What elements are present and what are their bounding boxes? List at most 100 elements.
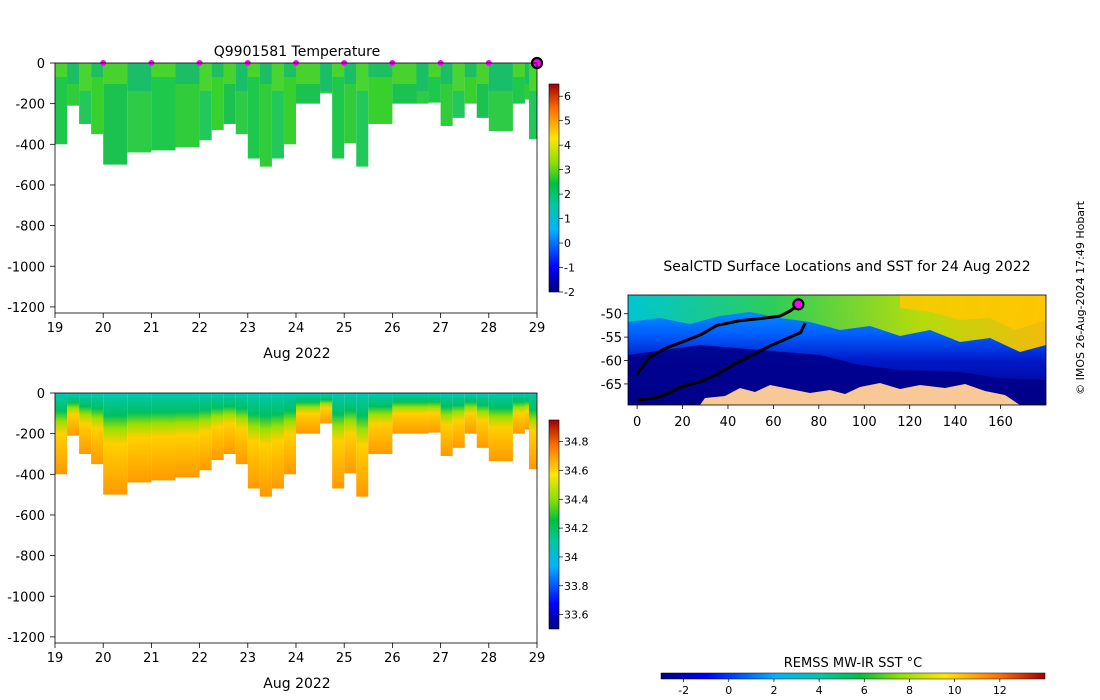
profile-surface-layer	[488, 63, 513, 91]
x-tick-label: 29	[529, 321, 546, 336]
salinity-profiles	[55, 393, 537, 497]
profile-surface-layer	[464, 63, 477, 77]
colorbar-tick-label: 34	[564, 551, 578, 564]
profile-bar	[464, 393, 477, 434]
colorbar-tick-label: 0	[564, 237, 571, 250]
x-tick-label: 29	[529, 651, 546, 666]
x-tick-label: 19	[47, 651, 64, 666]
profile-surface-layer	[368, 63, 393, 77]
profile-bar	[529, 63, 537, 140]
colorbar-tick-label: 1	[564, 213, 571, 226]
colorbar-tick-label: -1	[564, 262, 575, 275]
profile-bar	[91, 63, 104, 135]
seal-track-north	[635, 303, 800, 376]
map-y-tick-label: -55	[601, 331, 622, 346]
profile-bar	[211, 393, 224, 461]
map-x-tick-label: 40	[720, 415, 737, 430]
seal-tracks	[635, 298, 807, 402]
land-mask	[700, 383, 1020, 405]
colorbar-tick-label: 34.4	[564, 493, 589, 506]
profile-bar	[368, 393, 393, 454]
sst-colorbar-tick-label: 0	[725, 684, 732, 697]
temperature-panel: Q9901581 Temperature 19 20 21 22 23 24 25 26 27 2…	[7, 44, 575, 362]
profile-bar	[55, 63, 68, 145]
profile-surface-layer	[529, 63, 537, 91]
profile-bar	[332, 393, 345, 489]
x-tick-label: 20	[95, 651, 112, 666]
salinity-x-label: Aug 2022	[263, 676, 330, 692]
profile-surface-layer	[283, 63, 296, 77]
sst-field	[628, 295, 1046, 405]
y-tick-label: -1000	[7, 260, 45, 275]
profile-bar	[259, 63, 272, 167]
y-tick-label: -1200	[7, 301, 45, 316]
profile-surface-layer	[356, 63, 369, 91]
map-x-tick-label: 80	[811, 415, 828, 430]
profile-bar	[259, 393, 272, 497]
x-tick-label: 19	[47, 321, 64, 336]
x-tick-label: 22	[191, 651, 208, 666]
profile-bar	[67, 393, 80, 436]
colorbar-tick-label: 34.2	[564, 522, 589, 535]
salinity-panel: 19 20 21 22 23 24 25 26 27 28 29 0 -200 -400 -600 -800…	[7, 387, 588, 692]
profile-surface-layer	[271, 63, 284, 91]
y-tick-label: -800	[15, 220, 45, 235]
profile-bar	[428, 393, 441, 433]
y-tick-label: -600	[15, 179, 45, 194]
profile-surface-layer	[79, 63, 92, 91]
profile-bar	[416, 393, 429, 434]
colorbar-tick-label: 34.8	[564, 436, 589, 449]
colorbar-tick-label: 34.6	[564, 464, 589, 477]
map-x-tick-label: 60	[765, 415, 782, 430]
colorbar-tick-label: 5	[564, 115, 571, 128]
map-y-tick-label: -50	[601, 308, 622, 323]
map-y-tick-label: -60	[601, 355, 622, 370]
map-x-tick-label: 120	[897, 415, 922, 430]
salinity-colorbar-ticks: 34.8 34.6 34.4 34.2 34 33.8 33.6	[559, 436, 589, 622]
x-tick-label: 26	[384, 321, 401, 336]
temperature-colorbar	[548, 83, 560, 293]
profile-bar	[283, 63, 296, 145]
y-tick-label: -600	[15, 509, 45, 524]
map-panel: SealCTD Surface Locations and SST for 24…	[601, 259, 1047, 697]
map-title: SealCTD Surface Locations and SST for 24…	[663, 259, 1030, 275]
x-tick-label: 27	[432, 321, 449, 336]
profile-bar	[151, 63, 176, 151]
profile-bar	[247, 63, 260, 159]
map-y-axis: -50 -55 -60 -65	[601, 308, 628, 393]
current-position-marker	[792, 298, 805, 311]
profile-surface-layer	[476, 63, 489, 84]
colorbar-tick-label: 4	[564, 139, 571, 152]
salinity-colorbar	[548, 419, 560, 630]
seal-track-south	[636, 322, 807, 402]
colorbar-tick-label: 33.6	[564, 609, 589, 622]
profile-bar	[235, 393, 248, 465]
profile-bar	[247, 393, 260, 489]
y-tick-label: -200	[15, 428, 45, 443]
y-tick-label: 0	[37, 387, 45, 402]
x-tick-label: 24	[288, 321, 305, 336]
profile-bar	[356, 393, 369, 497]
map-y-tick-label: -65	[601, 378, 622, 393]
profile-bar	[283, 393, 296, 475]
profile-bar	[199, 393, 212, 471]
profile-bar	[175, 393, 200, 478]
profile-surface-layer	[512, 63, 525, 77]
profile-surface-layer	[91, 63, 104, 77]
temperature-profiles	[55, 63, 537, 167]
profile-bar	[320, 393, 333, 424]
map-x-tick-label: 100	[852, 415, 877, 430]
sst-colorbar-tick-label: 4	[816, 684, 823, 697]
temperature-x-axis: 19 20 21 22 23 24 25 26 27 28 29	[47, 313, 546, 336]
y-tick-label: -200	[15, 98, 45, 113]
profile-surface-layer	[344, 63, 357, 84]
sst-colorbar-tick-label: -2	[678, 684, 689, 697]
profile-surface-layer	[392, 63, 417, 84]
salinity-y-axis: 0 -200 -400 -600 -800 -1000 -1200	[7, 387, 55, 646]
map-x-tick-label: 160	[988, 415, 1013, 430]
profile-surface-layer	[151, 63, 176, 77]
profile-surface-layer	[55, 63, 68, 77]
profile-surface-layer	[259, 63, 272, 84]
map-x-tick-label: 0	[633, 415, 641, 430]
y-tick-label: 0	[37, 57, 45, 72]
